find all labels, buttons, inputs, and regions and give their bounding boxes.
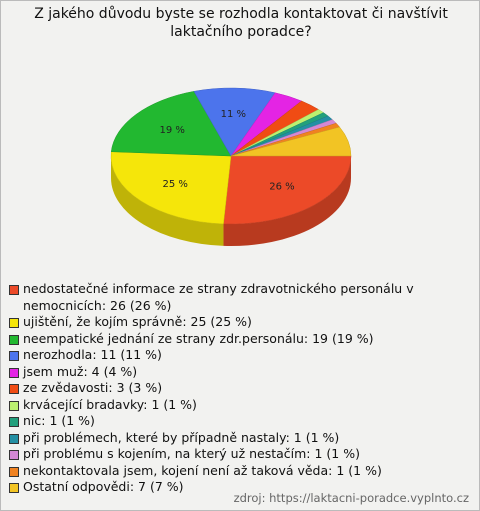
legend-swatch bbox=[9, 318, 19, 328]
legend-label: Ostatní odpovědi: 7 (7 %) bbox=[23, 479, 184, 494]
chart-title: Z jakého důvodu byste se rozhodla kontak… bbox=[34, 6, 448, 40]
slice bbox=[110, 91, 232, 157]
legend-item: nedostatečné informace ze strany zdravot… bbox=[9, 281, 475, 314]
legend-item: při problémech, které by případně nastal… bbox=[9, 430, 475, 447]
legend-label: při problému s kojením, na který už nest… bbox=[23, 446, 360, 461]
legend-swatch bbox=[9, 351, 19, 361]
slice bbox=[110, 151, 232, 225]
slice bbox=[223, 155, 352, 225]
legend-label: ujištění, že kojím správně: 25 (25 %) bbox=[23, 314, 252, 329]
legend: nedostatečné informace ze strany zdravot… bbox=[9, 281, 475, 496]
slice-side bbox=[111, 156, 224, 246]
legend-swatch bbox=[9, 450, 19, 460]
slice-label: 25 % bbox=[162, 179, 187, 190]
legend-label: nedostatečné informace ze strany zdravot… bbox=[23, 281, 414, 313]
legend-label: při problémech, které by případně nastal… bbox=[23, 429, 340, 445]
slice-label: 19 % bbox=[160, 125, 185, 136]
source: zdroj: https://laktacni-poradce.vyplnto.… bbox=[233, 491, 469, 505]
legend-label: neempatické jednání ze strany zdr.person… bbox=[23, 330, 374, 346]
legend-item: jsem muž: 4 (4 %) bbox=[9, 364, 475, 381]
legend-swatch bbox=[9, 466, 19, 477]
legend-item: ujištění, že kojím správně: 25 (25 %) bbox=[9, 314, 475, 331]
legend-swatch bbox=[9, 483, 19, 493]
legend-swatch bbox=[9, 417, 19, 427]
legend-label: nic: 1 (1 %) bbox=[23, 413, 95, 428]
legend-label: nerozhodla: 11 (11 %) bbox=[23, 347, 162, 362]
legend-swatch bbox=[9, 384, 19, 394]
legend-item: krvácející bradavky: 1 (1 %) bbox=[9, 397, 475, 414]
legend-label: ze zvědavosti: 3 (3 %) bbox=[23, 380, 163, 395]
slice-side bbox=[223, 156, 351, 246]
legend-item: nic: 1 (1 %) bbox=[9, 413, 475, 430]
slice bbox=[193, 87, 276, 157]
legend-item: při problému s kojením, na který už nest… bbox=[9, 446, 475, 463]
legend-item: neempatické jednání ze strany zdr.person… bbox=[9, 331, 475, 348]
legend-swatch bbox=[9, 285, 19, 295]
legend-label: jsem muž: 4 (4 %) bbox=[23, 363, 138, 379]
legend-swatch bbox=[9, 367, 19, 378]
pie-area: 26 % 25 % 19 % 11 % bbox=[110, 87, 352, 246]
legend-swatch bbox=[9, 433, 19, 444]
legend-item: nerozhodla: 11 (11 %) bbox=[9, 347, 475, 364]
legend-label: krvácející bradavky: 1 (1 %) bbox=[23, 396, 197, 412]
legend-item: ze zvědavosti: 3 (3 %) bbox=[9, 380, 475, 397]
slice-label: 11 % bbox=[221, 109, 246, 120]
slice bbox=[230, 126, 352, 157]
legend-item: Ostatní odpovědi: 7 (7 %) bbox=[9, 479, 475, 496]
slice-label: 26 % bbox=[269, 182, 294, 193]
legend-swatch bbox=[9, 400, 19, 411]
legend-label: nekontaktovala jsem, kojení není až tako… bbox=[23, 462, 382, 478]
legend-item: nekontaktovala jsem, kojení není až tako… bbox=[9, 463, 475, 480]
legend-swatch bbox=[9, 334, 19, 345]
